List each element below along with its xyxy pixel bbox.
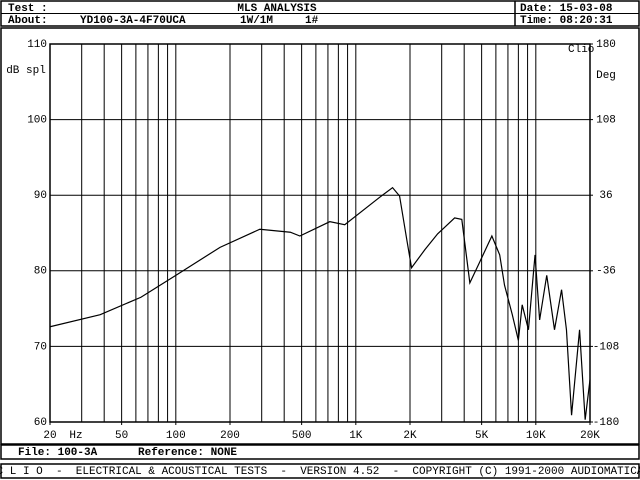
plot: 60 70 80 90 100 110 -180 -108 -36 36 108 180 20 50 100… <box>27 39 619 442</box>
reference: Reference: NONE <box>138 447 237 459</box>
y-tick-label: 100 <box>27 115 47 127</box>
banner: C L I O - ELECTRICAL & ACOUSTICAL TESTS … <box>0 466 640 478</box>
x-tick-label: 2K <box>403 430 417 442</box>
y2-tick-label: -180 <box>593 417 619 429</box>
y-tick-label: 110 <box>27 39 47 51</box>
x-tick-label: 100 <box>166 430 186 442</box>
y-tick-label: 60 <box>34 417 47 429</box>
response-curve <box>49 186 591 420</box>
y2-tick-label: 108 <box>596 115 616 127</box>
x-tick-label: 1K <box>349 430 363 442</box>
test-label: Test : <box>8 3 48 15</box>
x-tick-label: 500 <box>292 430 312 442</box>
brand: Clio <box>568 44 594 56</box>
y-tick-label: 70 <box>34 341 47 353</box>
y-tick-label: 80 <box>34 266 47 278</box>
y2-tick-label: -108 <box>593 341 619 353</box>
date: Date: 15-03-08 <box>520 3 613 15</box>
y2-tick-label: 180 <box>596 39 616 51</box>
x-axis-label: Hz <box>69 430 82 442</box>
y-tick-label: 90 <box>34 190 47 202</box>
plot-frame <box>49 43 591 423</box>
about-label: About: <box>8 15 48 27</box>
y2-tick-label: -36 <box>596 266 616 278</box>
sample: 1# <box>305 15 319 27</box>
x-tick-label: 20 <box>43 430 56 442</box>
file-box <box>0 444 640 460</box>
time: Time: 08:20:31 <box>520 15 613 27</box>
header-title: MLS ANALYSIS <box>237 3 317 15</box>
x-tick-label: 10K <box>526 430 546 442</box>
banner-box <box>0 463 640 479</box>
x-tick-label: 5K <box>475 430 489 442</box>
x-tick-label: 200 <box>220 430 240 442</box>
x-tick-label: 50 <box>115 430 128 442</box>
y-axis-label: dB spl <box>6 65 46 77</box>
about: YD100-3A-4F70UCA <box>80 15 186 27</box>
y2-axis-label: Deg <box>596 70 616 82</box>
level: 1W/1M <box>240 15 273 27</box>
x-tick-label: 20K <box>580 430 600 442</box>
y2-tick-label: 36 <box>599 190 612 202</box>
chart-box <box>0 27 640 445</box>
file: File: 100-3A <box>18 447 98 459</box>
